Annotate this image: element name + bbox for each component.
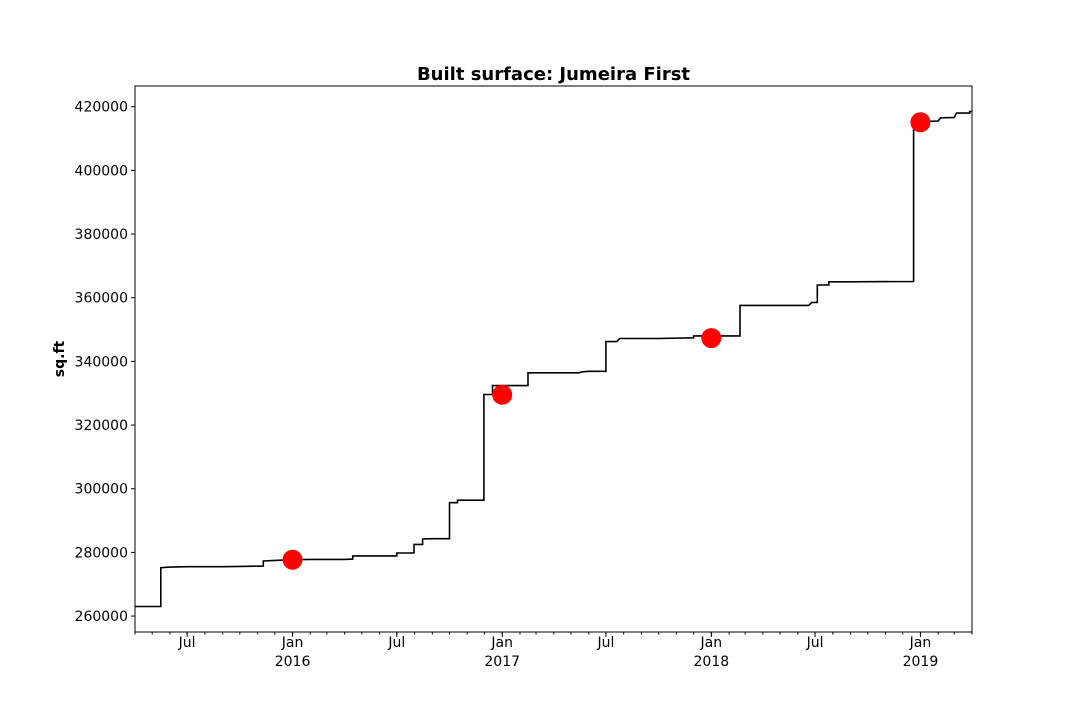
y-tick-label: 260000 [75, 609, 128, 625]
x-tick-label: Jan [909, 635, 932, 651]
x-tick-label: Jul [387, 635, 405, 651]
y-tick-label: 360000 [75, 291, 128, 307]
step-line [135, 110, 972, 608]
chart-title: Built surface: Jumeira First [417, 64, 690, 85]
plot-area-frame [134, 85, 973, 633]
y-tick-label: 300000 [75, 482, 128, 498]
x-tick-year-label: 2019 [903, 654, 939, 670]
y-tick-label: 400000 [75, 163, 128, 179]
y-tick-label: 280000 [75, 545, 128, 561]
x-tick-label: Jul [178, 635, 196, 651]
data-point-marker [701, 328, 722, 349]
x-tick-label: Jan [281, 635, 304, 651]
x-tick-label: Jan [700, 635, 723, 651]
x-axis: Jul Jan 2016 Jul Jan 2017 Jul Jan 2018 Jul Jan 2019 [134, 632, 973, 670]
x-tick-year-label: 2016 [275, 654, 311, 670]
y-tick-label: 380000 [75, 227, 128, 243]
y-tick-label: 340000 [75, 354, 128, 370]
data-point-marker [282, 549, 303, 570]
y-tick-label: 420000 [75, 100, 128, 116]
data-point-marker [910, 112, 931, 133]
x-tick-label: Jul [806, 635, 824, 651]
data-point-marker [492, 384, 513, 405]
y-axis-label: sq.ft [52, 340, 68, 377]
x-tick-label: Jan [490, 635, 513, 651]
y-axis: 260000 280000 300000 320000 340000 360000 3800… [75, 100, 135, 625]
x-tick-year-label: 2017 [484, 654, 520, 670]
y-tick-label: 320000 [75, 418, 128, 434]
x-tick-label: Jul [596, 635, 614, 651]
plot-marks [135, 110, 972, 608]
x-tick-year-label: 2018 [694, 654, 730, 670]
